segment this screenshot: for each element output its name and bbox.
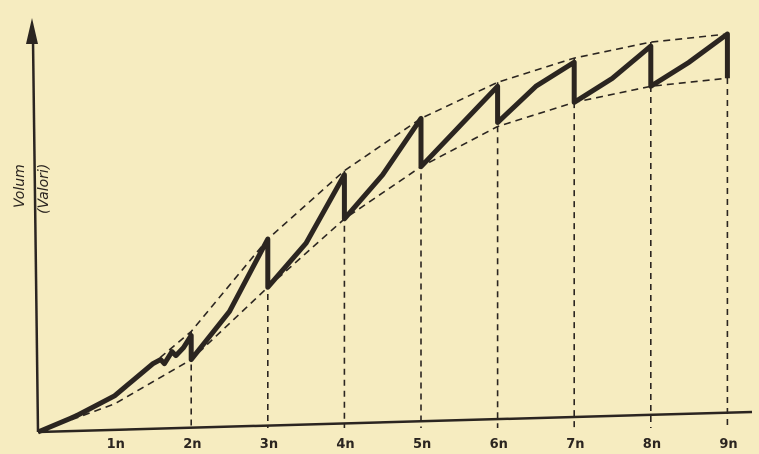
x-axis [37,410,753,434]
series-sawtooth [37,31,730,435]
y-axis-arrow [26,18,38,44]
x-tick-label-9: 9n [719,437,737,452]
x-tick-label-2: 2n [183,437,201,452]
y-axis-label-valori: (Valori) [36,163,52,214]
y-axis [31,39,40,433]
x-tick-label-6: 6n [490,437,508,452]
x-tick-label-1: 1n [107,437,125,452]
series-upper-envelope [37,33,728,433]
x-tick-label-5: 5n [413,437,431,452]
x-tick-label-4: 4n [336,437,354,452]
x-tick-label-3: 3n [260,437,278,452]
y-axis-label-volum: Volum [12,164,28,208]
x-tick-label-8: 8n [643,437,661,452]
series-lower-envelope [37,77,728,433]
x-tick-label-7: 7n [566,437,584,452]
